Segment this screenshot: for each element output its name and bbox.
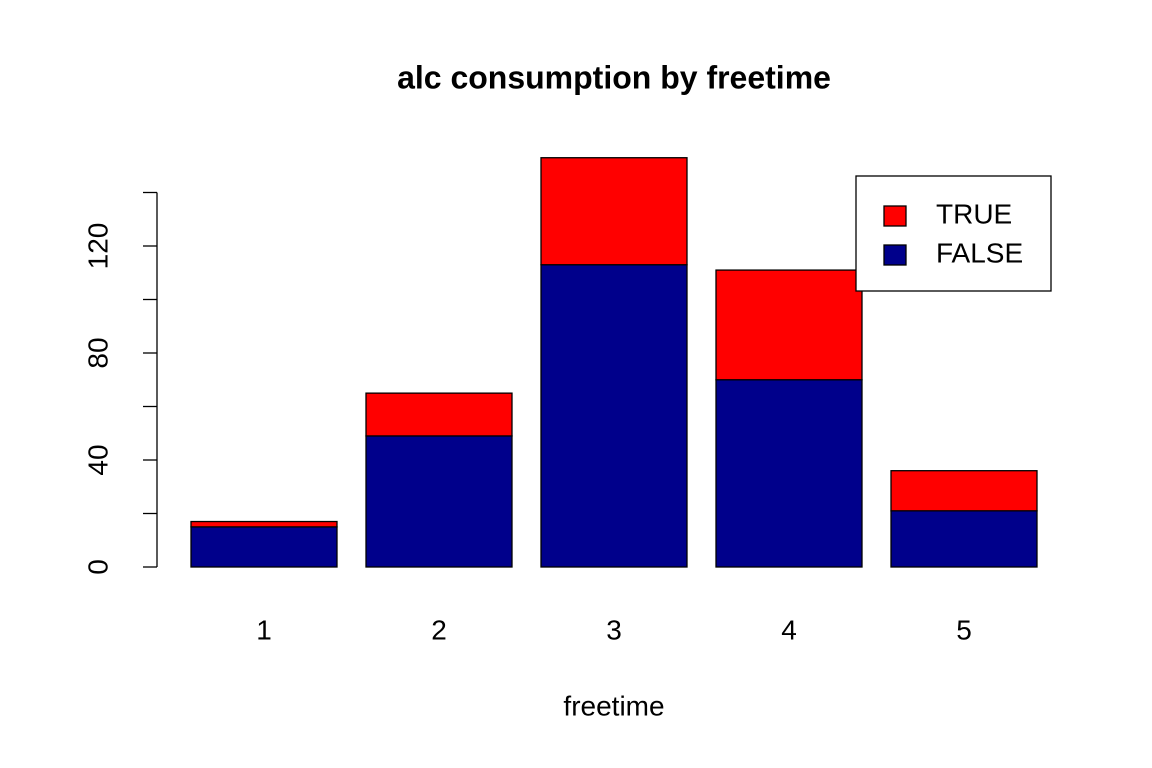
bar-segment (540, 157, 688, 266)
x-tick-label: 1 (256, 614, 272, 645)
bar-segment (190, 520, 338, 528)
bar-segment (715, 379, 863, 568)
bar-segment (190, 526, 338, 568)
chart-title: alc consumption by freetime (397, 59, 831, 95)
x-tick-label: 5 (956, 614, 972, 645)
y-tick-label: 120 (82, 223, 113, 270)
legend-swatch (883, 244, 907, 266)
bar-segment (890, 510, 1038, 568)
legend-swatch (883, 205, 907, 227)
y-tick-label: 80 (82, 337, 113, 368)
x-tick-label: 3 (606, 614, 622, 645)
bar-segment (365, 435, 513, 568)
legend-label: TRUE (936, 198, 1012, 229)
bar-segment (540, 264, 688, 568)
x-tick-label: 4 (781, 614, 797, 645)
legend-box (855, 175, 1052, 292)
bar-segment (365, 392, 513, 437)
x-tick-label: 2 (431, 614, 447, 645)
y-tick-label: 40 (82, 444, 113, 475)
bar-segment (715, 269, 863, 381)
y-tick-label: 0 (82, 559, 113, 575)
legend-label: FALSE (936, 237, 1023, 268)
x-axis-label: freetime (563, 690, 664, 721)
bar-segment (890, 470, 1038, 512)
